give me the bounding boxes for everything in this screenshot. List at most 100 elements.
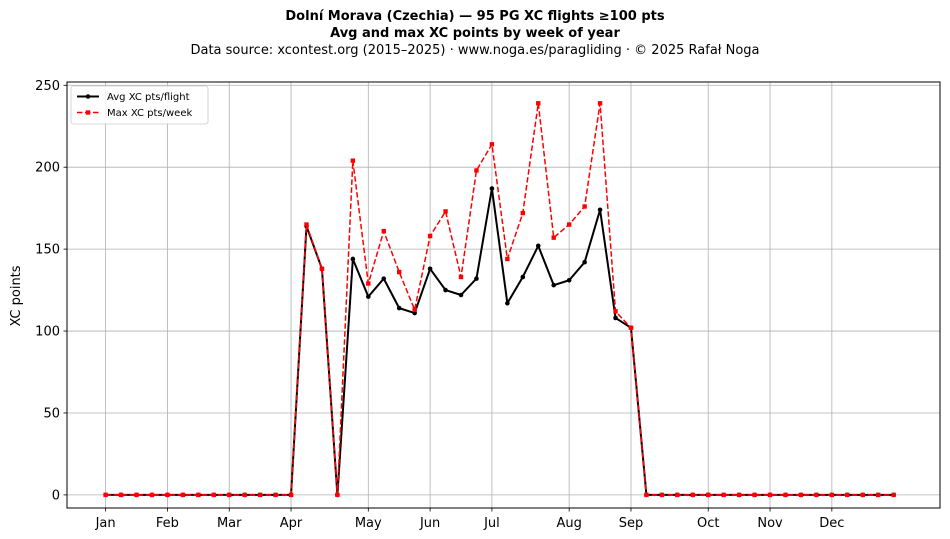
data-point: [736, 492, 742, 498]
data-point: [165, 492, 170, 498]
x-tick-label: Dec: [819, 516, 844, 531]
data-point: [103, 492, 108, 498]
legend-label: Avg XC pts/flight: [107, 92, 190, 103]
grid: [67, 82, 940, 508]
data-point: [350, 158, 356, 163]
series-line-1: [105, 187, 894, 496]
data-point: [397, 269, 402, 275]
data-point: [366, 281, 371, 286]
data-point: [767, 492, 773, 498]
data-point: [520, 210, 526, 216]
data-point: [582, 204, 587, 209]
x-tick-label: Sep: [619, 516, 644, 531]
data-point: [875, 492, 881, 498]
series-layer: [103, 101, 896, 498]
data-point: [752, 492, 757, 498]
data-point: [505, 300, 510, 306]
data-point: [860, 492, 865, 498]
data-point: [118, 492, 124, 498]
data-point: [536, 101, 541, 106]
x-tick-label: Feb: [156, 516, 179, 531]
data-point: [566, 277, 572, 283]
data-point: [242, 492, 247, 498]
data-point: [489, 186, 495, 191]
legend-marker: [85, 94, 91, 99]
data-point: [149, 492, 155, 498]
data-point: [381, 228, 386, 234]
x-tick-label: Jan: [95, 516, 116, 531]
data-point: [474, 168, 479, 173]
data-point: [458, 274, 464, 280]
plot-frame: [66, 81, 941, 509]
data-point: [891, 492, 896, 498]
data-point: [613, 309, 618, 314]
data-point: [257, 492, 263, 498]
x-tick-label: Oct: [697, 516, 719, 531]
data-point: [489, 142, 495, 147]
data-point: [582, 259, 587, 265]
data-point: [675, 492, 680, 498]
data-point: [458, 292, 464, 298]
data-point: [644, 492, 649, 498]
y-tick-label: 100: [35, 325, 60, 340]
data-point: [211, 492, 216, 498]
legend-box: [70, 85, 209, 125]
data-point: [196, 492, 201, 498]
data-point: [134, 492, 139, 498]
y-tick-label: 150: [35, 243, 60, 258]
data-point: [814, 492, 819, 498]
chart-subtitle: Data source: xcontest.org (2015–2025) · …: [190, 43, 760, 58]
legend-marker: [85, 110, 91, 115]
data-point: [721, 492, 726, 498]
data-point: [304, 222, 309, 227]
data-point: [659, 492, 665, 498]
data-point: [412, 307, 417, 312]
x-tick-label: Aug: [556, 516, 581, 531]
data-point: [474, 276, 479, 281]
y-axis-label: XC points: [9, 265, 24, 326]
data-point: [798, 492, 804, 498]
data-point: [381, 276, 387, 281]
y-tick-label: 200: [35, 161, 60, 176]
data-point: [505, 256, 510, 262]
data-point: [396, 305, 402, 311]
data-point: [783, 492, 788, 498]
data-point: [597, 207, 603, 213]
data-point: [427, 266, 433, 272]
data-point: [597, 101, 603, 106]
x-tick-label: Mar: [217, 516, 242, 531]
data-point: [829, 492, 835, 498]
y-tick-label: 250: [35, 79, 60, 94]
data-point: [443, 209, 448, 214]
data-point: [350, 256, 356, 262]
data-point: [288, 492, 294, 498]
data-point: [443, 287, 448, 293]
chart-title-line1: Dolní Morava (Czechia) — 95 PG XC flight…: [285, 9, 665, 24]
y-tick-label: 50: [43, 406, 60, 421]
x-tick-label: Jun: [419, 516, 440, 531]
x-tick-label: May: [355, 516, 382, 531]
chart-title-line2: Avg and max XC points by week of year: [330, 26, 620, 41]
data-point: [551, 282, 557, 288]
data-point: [180, 492, 186, 498]
data-point: [227, 492, 232, 498]
data-point: [628, 325, 634, 330]
series-line-2: [105, 102, 894, 496]
data-point: [845, 492, 850, 498]
data-point: [273, 492, 278, 498]
x-tick-label: Apr: [280, 516, 303, 531]
legend: Avg XC pts/flight Max XC pts/week: [70, 85, 209, 125]
data-point: [690, 492, 695, 498]
data-point: [319, 266, 325, 271]
data-point: [335, 492, 340, 498]
data-point: [613, 315, 618, 321]
x-tick-label: Nov: [757, 516, 783, 531]
axis-ticks: 0 50 100 150 200 250 Jan Feb Mar Apr May Jun Jul Aug S…: [35, 79, 844, 531]
data-point: [551, 235, 556, 240]
data-point: [535, 243, 541, 249]
data-point: [706, 492, 711, 498]
chart-titles: Dolní Morava (Czechia) — 95 PG XC flight…: [0, 8, 950, 60]
y-tick-label: 0: [52, 488, 60, 503]
data-point: [566, 222, 572, 227]
